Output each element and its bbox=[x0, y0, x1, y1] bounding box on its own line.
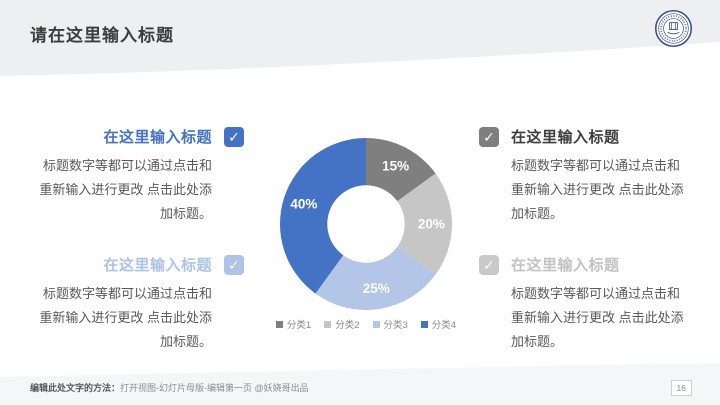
donut-data-label: 40% bbox=[290, 196, 317, 211]
legend-item[interactable]: 分类3 bbox=[372, 317, 408, 331]
university-seal-logo bbox=[654, 9, 693, 48]
block-body-text[interactable]: 标题数字等都可以通过点击和重新输入进行更改 点击此处添加标题。 bbox=[39, 158, 212, 221]
legend-label: 分类1 bbox=[286, 320, 312, 331]
legend-label: 分类4 bbox=[431, 320, 457, 331]
footer-method-label: 编辑此处文字的方法： bbox=[30, 383, 121, 393]
block-title[interactable]: 在这里输入标题 bbox=[511, 257, 620, 274]
block-body-text[interactable]: 标题数字等都可以通过点击和重新输入进行更改 点击此处添加标题。 bbox=[511, 158, 684, 221]
block-title-row: 在这里输入标题 ✓ bbox=[34, 254, 244, 275]
checkbox-checked-icon[interactable]: ✓ bbox=[479, 126, 499, 147]
checkmark-glyph: ✓ bbox=[483, 256, 495, 273]
page-number-badge: 16 bbox=[670, 380, 692, 396]
footer-credit-text: 编辑此处文字的方法：打开视图-幻灯片母版-编辑第一页 @妖娆哥出品 bbox=[30, 381, 309, 394]
chart-legend: 分类1 分类2 分类3 分类4 bbox=[246, 317, 486, 331]
donut-segment[interactable] bbox=[397, 173, 452, 275]
block-title-row: 在这里输入标题 ✓ bbox=[34, 126, 244, 147]
block-title[interactable]: 在这里输入标题 bbox=[103, 257, 212, 274]
slide-title[interactable]: 请在这里输入标题 bbox=[30, 26, 174, 45]
legend-swatch-icon bbox=[324, 320, 332, 328]
legend-swatch-icon bbox=[372, 320, 380, 328]
checkbox-checked-icon[interactable]: ✓ bbox=[224, 254, 244, 275]
checkmark-glyph: ✓ bbox=[228, 128, 240, 145]
legend-item[interactable]: 分类2 bbox=[324, 317, 360, 331]
legend-item[interactable]: 分类1 bbox=[275, 317, 312, 331]
donut-data-label: 15% bbox=[382, 158, 409, 173]
placeholder-block-bottom-left: 在这里输入标题 ✓ 标题数字等都可以通过点击和重新输入进行更改 点击此处添加标题… bbox=[34, 254, 244, 354]
header-wave-background bbox=[0, 0, 720, 100]
checkmark-glyph: ✓ bbox=[228, 256, 240, 273]
footer-wave-background bbox=[0, 363, 720, 405]
donut-data-label: 25% bbox=[363, 281, 390, 296]
block-title[interactable]: 在这里输入标题 bbox=[511, 129, 620, 146]
donut-data-label: 20% bbox=[418, 217, 445, 232]
block-title-row: ✓ 在这里输入标题 bbox=[479, 254, 701, 275]
placeholder-block-top-right: ✓ 在这里输入标题 标题数字等都可以通过点击和重新输入进行更改 点击此处添加标题… bbox=[479, 126, 701, 226]
legend-swatch-icon bbox=[275, 320, 283, 328]
checkmark-glyph: ✓ bbox=[483, 128, 495, 145]
donut-segment[interactable] bbox=[366, 138, 436, 202]
placeholder-block-bottom-right: ✓ 在这里输入标题 标题数字等都可以通过点击和重新输入进行更改 点击此处添加标题… bbox=[479, 254, 701, 354]
block-body-text[interactable]: 标题数字等都可以通过点击和重新输入进行更改 点击此处添加标题。 bbox=[39, 286, 212, 349]
legend-item[interactable]: 分类4 bbox=[420, 317, 457, 331]
checkbox-checked-icon[interactable]: ✓ bbox=[224, 126, 244, 147]
block-title-row: ✓ 在这里输入标题 bbox=[479, 126, 701, 147]
donut-chart[interactable]: 15% 20% 25% 40% bbox=[271, 129, 461, 319]
legend-label: 分类3 bbox=[383, 320, 408, 331]
legend-label: 分类2 bbox=[335, 320, 360, 331]
checkbox-checked-icon[interactable]: ✓ bbox=[479, 254, 499, 275]
donut-segment[interactable] bbox=[280, 138, 366, 294]
placeholder-block-top-left: 在这里输入标题 ✓ 标题数字等都可以通过点击和重新输入进行更改 点击此处添加标题… bbox=[34, 126, 244, 226]
block-title[interactable]: 在这里输入标题 bbox=[103, 129, 212, 146]
donut-segment[interactable] bbox=[315, 246, 436, 310]
legend-swatch-icon bbox=[420, 320, 428, 328]
footer-method-text: 打开视图-幻灯片母版-编辑第一页 @妖娆哥出品 bbox=[120, 383, 309, 393]
block-body-text[interactable]: 标题数字等都可以通过点击和重新输入进行更改 点击此处添加标题。 bbox=[511, 286, 684, 349]
